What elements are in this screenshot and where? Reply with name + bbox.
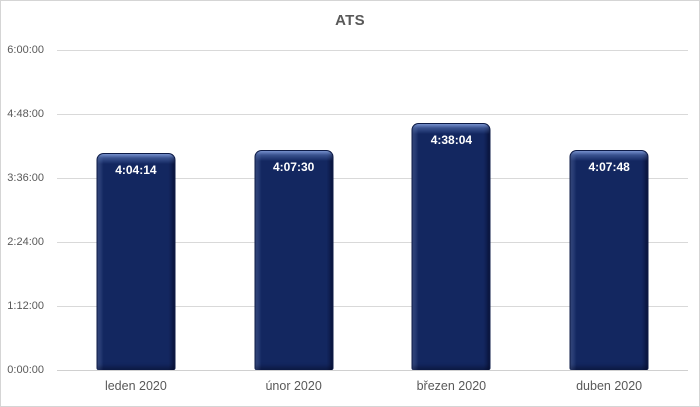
chart-title: ATS xyxy=(335,12,365,29)
gridline xyxy=(57,50,688,51)
plot-area: 4:04:14 4:07:30 4:38:04 4:07:48 xyxy=(57,50,688,371)
gridline xyxy=(57,114,688,115)
bar-cell: 4:04:14 xyxy=(57,50,215,370)
bar-cell: 4:07:48 xyxy=(530,50,688,370)
bar-data-label: 4:04:14 xyxy=(115,162,157,177)
gridline xyxy=(57,242,688,243)
x-axis-line xyxy=(57,370,688,371)
bar-data-label: 4:38:04 xyxy=(430,132,473,147)
y-tick-label: 1:12:00 xyxy=(7,300,44,312)
bar-data-label: 4:07:30 xyxy=(272,160,315,174)
x-tick-label: březen 2020 xyxy=(416,379,487,393)
bar-4: 4:07:48 xyxy=(569,149,649,370)
x-tick-label: leden 2020 xyxy=(104,379,167,393)
bar-3: 4:38:04 xyxy=(411,122,491,370)
gridline xyxy=(57,178,688,179)
y-tick-label: 0:00:00 xyxy=(7,364,44,376)
y-tick-label: 6:00:00 xyxy=(7,44,44,56)
x-axis-labels: leden 2020 únor 2020 březen 2020 duben 2020 xyxy=(57,371,688,393)
y-tick-label: 4:48:00 xyxy=(7,108,44,120)
y-tick-label: 2:24:00 xyxy=(7,236,44,248)
bar-data-label: 4:07:48 xyxy=(588,159,630,174)
bar-2: 4:07:30 xyxy=(254,150,334,370)
y-axis-labels: 6:00:00 4:48:00 3:36:00 2:24:00 1:12:00 0:00:… xyxy=(1,44,49,376)
y-tick-label: 3:36:00 xyxy=(7,172,44,184)
gridline xyxy=(57,306,688,307)
x-tick-label: únor 2020 xyxy=(265,379,322,393)
bar-cell: 4:07:30 xyxy=(215,50,373,370)
x-tick-label: duben 2020 xyxy=(576,379,643,393)
bar-cell: 4:38:04 xyxy=(373,50,531,370)
bar-1: 4:04:14 xyxy=(96,152,176,370)
